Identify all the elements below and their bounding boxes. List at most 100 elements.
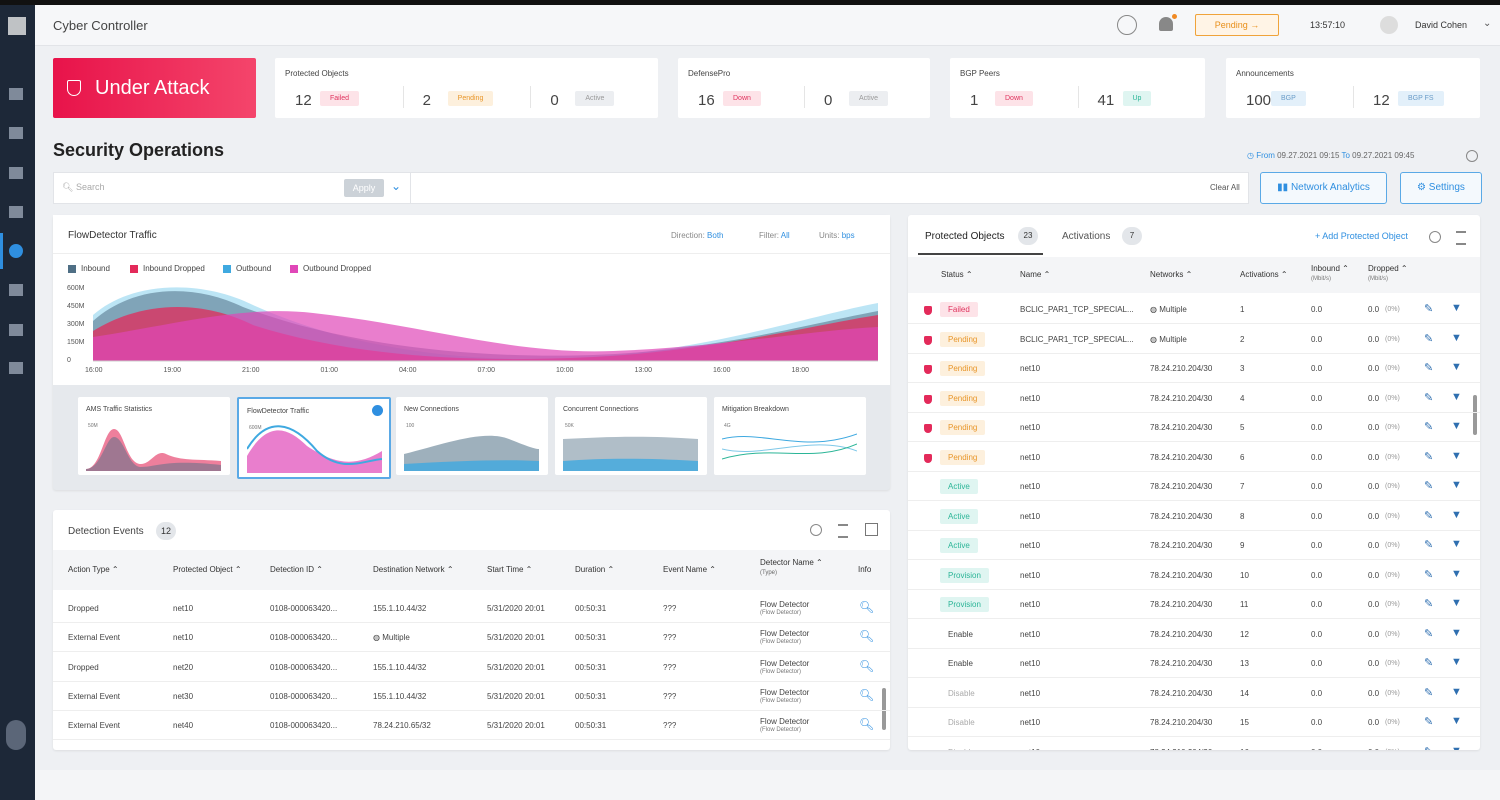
nav-icon[interactable]	[9, 244, 23, 258]
pending-button[interactable]: Pending →	[1195, 14, 1279, 36]
user-menu-caret[interactable]: ⌄	[1483, 18, 1492, 29]
edit-button[interactable]: ✎	[1424, 657, 1434, 669]
column-header[interactable]: Name ⌃	[1020, 270, 1051, 279]
filter-button[interactable]: ▼	[1451, 361, 1462, 373]
column-header[interactable]: Event Name ⌃	[663, 565, 716, 574]
tab-label[interactable]: Activations	[1062, 231, 1111, 242]
filter-button[interactable]: ▼	[1451, 331, 1462, 344]
user-name[interactable]: David Cohen	[1415, 20, 1468, 30]
column-header[interactable]: Detection ID ⌃	[270, 565, 323, 574]
column-header[interactable]: Start Time ⌃	[487, 565, 533, 574]
nav-icon[interactable]	[9, 362, 23, 374]
scrollbar[interactable]	[882, 688, 886, 730]
nav-icon[interactable]	[9, 206, 23, 218]
edit-button[interactable]: ✎	[1424, 421, 1434, 433]
column-header[interactable]: Info	[858, 565, 872, 574]
column-header[interactable]: Duration ⌃	[575, 565, 615, 574]
filter-button[interactable]: ▼	[1451, 597, 1462, 609]
column-header[interactable]: Inbound ⌃	[1311, 264, 1349, 273]
thumbnail-card[interactable]: FlowDetector Traffic 600M	[237, 397, 391, 479]
search-dropdown[interactable]: ⌄	[391, 179, 402, 193]
activations-cell: 9	[1240, 541, 1245, 550]
thumbnail-card[interactable]: Concurrent Connections 50K	[555, 397, 707, 475]
export-icon[interactable]	[865, 523, 878, 536]
filter[interactable]: Filter: All	[759, 231, 790, 240]
filter-button[interactable]: ▼	[1451, 656, 1462, 668]
inbound-cell: 0.0	[1311, 305, 1323, 314]
edit-button[interactable]: ✎	[1424, 627, 1434, 640]
column-header[interactable]: Status ⌃	[941, 270, 973, 279]
settings-button[interactable]: ⚙ Settings	[1400, 172, 1482, 204]
info-icon[interactable]: 🔍︎	[859, 629, 875, 644]
filter-button[interactable]: ▼	[1451, 715, 1462, 727]
edit-button[interactable]: ✎	[1424, 509, 1434, 522]
search-placeholder[interactable]: 🔍︎ Search	[62, 182, 105, 192]
column-header[interactable]: Protected Object ⌃	[173, 565, 242, 574]
filter-button[interactable]: ▼	[1451, 479, 1462, 491]
edit-button[interactable]: ✎	[1424, 568, 1434, 581]
thumbnail-card[interactable]: Mitigation Breakdown 4G	[714, 397, 866, 475]
info-icon[interactable]: 🔍︎	[859, 717, 875, 732]
clear-all[interactable]: Clear All	[1210, 183, 1240, 192]
reset-icon[interactable]	[810, 524, 822, 536]
apply-button[interactable]: Apply	[344, 179, 384, 197]
info-icon[interactable]: 🔍︎	[859, 658, 875, 673]
edit-button[interactable]: ✎	[1424, 332, 1434, 345]
bell-icon[interactable]	[1159, 17, 1173, 31]
edit-button[interactable]: ✎	[1424, 539, 1434, 551]
filter-button[interactable]: ▼	[1451, 538, 1462, 550]
thumbnail-card[interactable]: AMS Traffic Statistics 50M	[78, 397, 230, 475]
info-icon[interactable]: 🔍︎	[859, 687, 875, 702]
filter-button[interactable]: ▼	[1451, 420, 1462, 432]
filter-button[interactable]: ▼	[1451, 390, 1462, 403]
status-badge: BGP FS	[1398, 91, 1444, 106]
columns-icon[interactable]	[1456, 231, 1466, 245]
filter-button[interactable]: ▼	[1451, 567, 1462, 580]
nav-icon[interactable]	[9, 88, 23, 100]
filter[interactable]: Direction: Both	[671, 231, 724, 240]
edit-button[interactable]: ✎	[1424, 362, 1434, 374]
column-header[interactable]: Networks ⌃	[1150, 270, 1193, 279]
nav-icon[interactable]	[9, 324, 23, 336]
info-icon[interactable]: 🔍︎	[859, 600, 875, 614]
edit-button[interactable]: ✎	[1424, 716, 1434, 728]
filter-button[interactable]: ▼	[1451, 745, 1462, 751]
network-analytics-button[interactable]: ▮▮ Network Analytics	[1260, 172, 1387, 204]
filter[interactable]: Units: bps	[819, 231, 855, 240]
column-header[interactable]: Action Type ⌃	[68, 565, 119, 574]
edit-button[interactable]: ✎	[1424, 303, 1434, 315]
columns-icon[interactable]	[838, 524, 848, 538]
inbound-cell: 0.0	[1311, 748, 1322, 751]
edit-button[interactable]: ✎	[1424, 745, 1433, 751]
edit-button[interactable]: ✎	[1424, 686, 1434, 699]
scrollbar[interactable]	[1473, 395, 1477, 435]
accessibility-icon[interactable]	[1117, 15, 1137, 35]
edit-button[interactable]: ✎	[1424, 391, 1434, 404]
reset-icon[interactable]	[1429, 231, 1441, 243]
add-button[interactable]: + Add Protected Object	[1315, 231, 1408, 241]
column-header[interactable]: Destination Network ⌃	[373, 565, 454, 574]
filter-button[interactable]: ▼	[1451, 626, 1462, 639]
filter-button[interactable]: ▼	[1451, 685, 1462, 698]
cell: 0108-000063420...	[270, 691, 338, 701]
filter-button[interactable]: ▼	[1451, 508, 1462, 521]
filter-button[interactable]: ▼	[1451, 449, 1462, 462]
nav-icon[interactable]	[9, 284, 23, 296]
dropped-cell: 0.0	[1368, 570, 1380, 580]
date-range[interactable]: ◷ From 09.27.2021 09:15 To 09.27.2021 09…	[1247, 151, 1415, 160]
nav-icon[interactable]	[9, 167, 23, 179]
edit-button[interactable]: ✎	[1424, 598, 1434, 610]
help-icon[interactable]	[1466, 150, 1478, 162]
column-header[interactable]: Detector Name ⌃	[760, 558, 823, 567]
column-header[interactable]: Activations ⌃	[1240, 270, 1288, 279]
edit-button[interactable]: ✎	[1424, 450, 1434, 463]
tab-label[interactable]: Protected Objects	[925, 231, 1005, 242]
nav-icon[interactable]	[9, 127, 23, 139]
name-cell: net10	[1020, 718, 1041, 727]
thumbnail-card[interactable]: New Connections 100	[396, 397, 548, 475]
toggle[interactable]	[6, 720, 26, 750]
column-header[interactable]: Dropped ⌃	[1368, 264, 1408, 273]
edit-button[interactable]: ✎	[1424, 480, 1434, 492]
filter-button[interactable]: ▼	[1451, 302, 1462, 314]
search-bar[interactable]: 🔍︎ Search Apply ⌄ Clear All	[53, 172, 1249, 204]
